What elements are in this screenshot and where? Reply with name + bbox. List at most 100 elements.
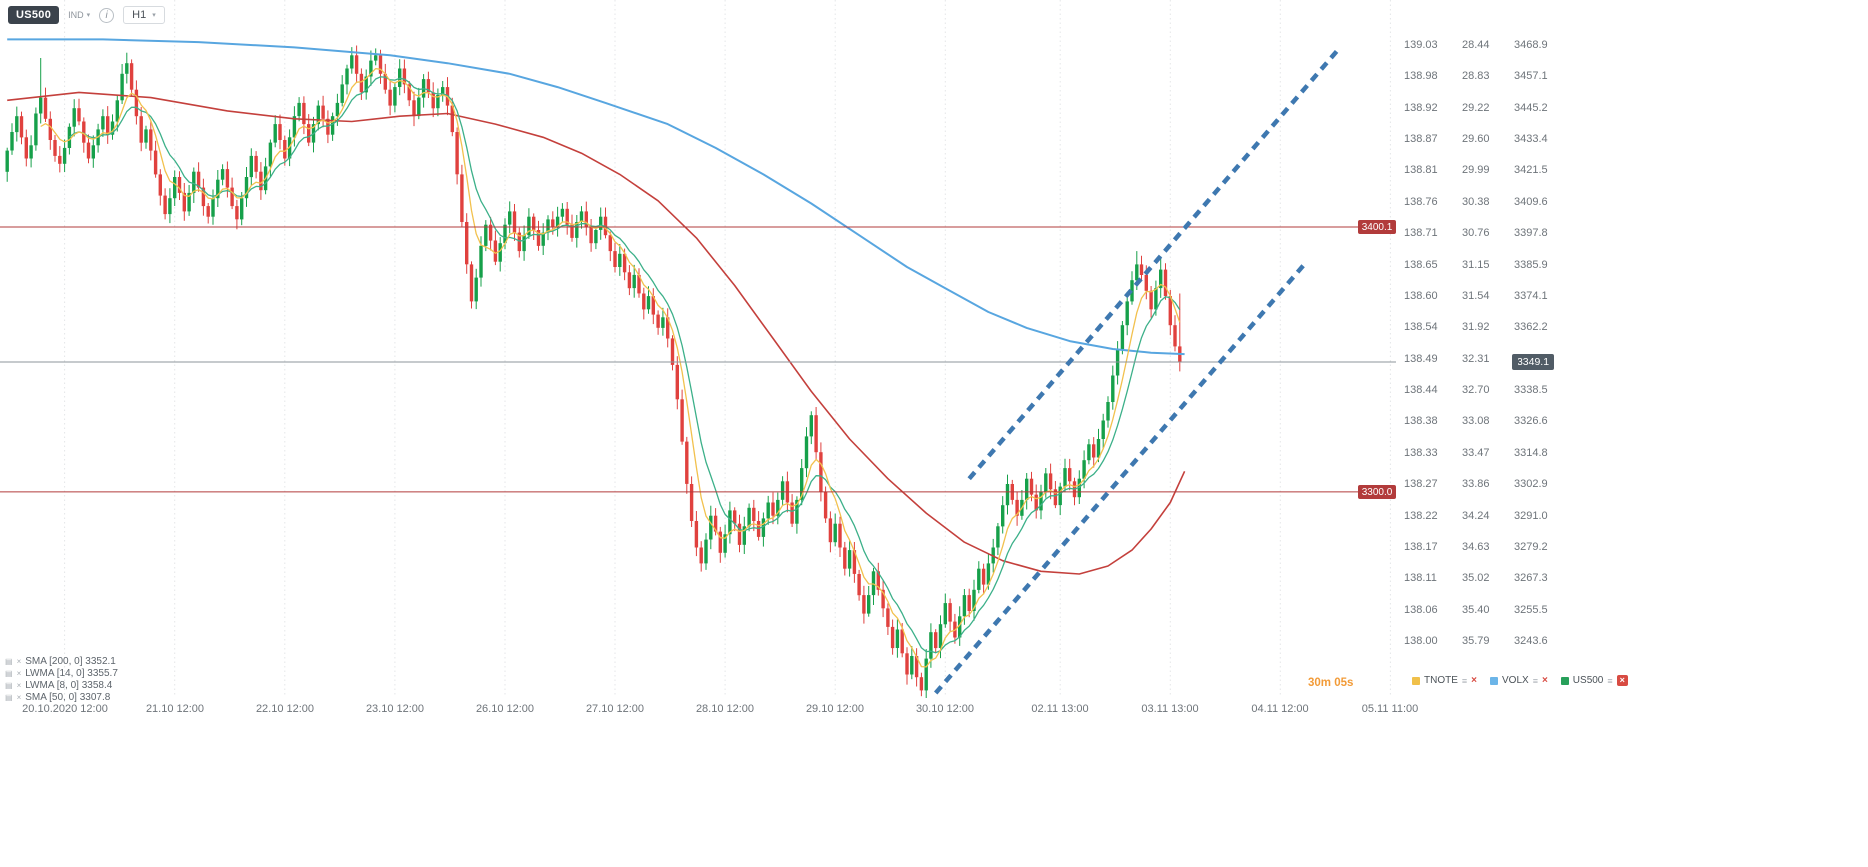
candle-body: [862, 595, 866, 614]
price-tick-volx: 28.83: [1462, 70, 1490, 82]
candle-body: [728, 510, 732, 535]
price-tick-volx: 35.02: [1462, 572, 1490, 584]
candle-body: [354, 55, 359, 74]
candle-body: [823, 491, 828, 519]
trendline[interactable]: [967, 48, 1340, 481]
candle-body: [192, 171, 196, 193]
trendline[interactable]: [933, 262, 1307, 695]
candle-body: [977, 568, 981, 590]
price-line-badge[interactable]: 3300.0: [1358, 485, 1396, 499]
candle-body: [374, 55, 378, 61]
price-scale[interactable]: 139.03 28.44 3468.9 138.98 28.83 3457.1 138.92…: [1402, 0, 1564, 700]
candle-body: [1106, 402, 1110, 421]
indicator-legend-row: ▤ × SMA [50, 0] 3307.8: [5, 692, 118, 703]
candle-body: [72, 108, 76, 127]
info-icon[interactable]: i: [99, 7, 115, 23]
instrument-remove-icon[interactable]: ×: [1616, 675, 1628, 686]
indicator-remove-icon[interactable]: ×: [16, 657, 22, 666]
time-axis-label: 26.10 12:00: [475, 703, 535, 715]
instrument-toggle-us500[interactable]: US500 ≡ ×: [1560, 675, 1628, 686]
candle-body: [694, 521, 699, 548]
candle-body: [938, 624, 943, 648]
instrument-remove-icon[interactable]: ×: [1471, 675, 1477, 686]
price-tick-volx: 33.47: [1462, 447, 1490, 459]
time-axis-label: 30.10 12:00: [915, 703, 975, 715]
candle-body: [867, 595, 871, 614]
price-tick-tnote: 138.00: [1404, 635, 1438, 647]
indicator-settings-icon[interactable]: ▤: [5, 681, 13, 690]
candle-body: [340, 84, 344, 103]
candle-body: [182, 192, 186, 212]
candle-body: [1149, 290, 1153, 310]
candle-body: [393, 87, 397, 106]
instrument-type-dropdown[interactable]: IND ▾: [68, 10, 90, 20]
indicator-settings-icon[interactable]: ▤: [5, 657, 13, 666]
candle-body: [402, 68, 407, 85]
candle-body: [709, 515, 713, 540]
price-tick-us500: 3362.2: [1514, 321, 1548, 333]
candle-body: [450, 105, 454, 133]
indicator-settings-icon[interactable]: ▤: [5, 693, 13, 702]
candle-body: [833, 523, 837, 543]
time-axis[interactable]: 20.10.2020 12:00 21.10 12:00 22.10 12:00 23…: [0, 703, 1430, 719]
candle-body: [828, 518, 833, 543]
candle-body: [886, 608, 890, 627]
candle-body: [1111, 375, 1115, 402]
price-tick-volx: 29.60: [1462, 133, 1490, 145]
instrument-settings-icon[interactable]: ≡: [1607, 675, 1613, 686]
candle-body: [58, 155, 62, 164]
instrument-settings-icon[interactable]: ≡: [1461, 675, 1468, 686]
instrument-toggle-tnote[interactable]: TNOTE ≡ ×: [1412, 675, 1477, 686]
candle-body: [163, 195, 167, 215]
candle-body: [689, 484, 694, 521]
candle-body: [465, 222, 469, 265]
candle-body: [914, 656, 919, 678]
candle-body: [106, 116, 110, 135]
candle-body: [967, 595, 971, 611]
candle-body: [1053, 489, 1058, 506]
chart-canvas[interactable]: [0, 0, 1400, 700]
timeframe-select[interactable]: H1 ▾: [123, 6, 165, 24]
candle-body: [565, 208, 569, 225]
candle-body: [996, 526, 1000, 548]
indicator-remove-icon[interactable]: ×: [16, 669, 22, 678]
price-line-badge[interactable]: 3400.1: [1358, 220, 1396, 234]
candle-body: [34, 113, 38, 146]
candle-body: [747, 507, 751, 527]
indicator-remove-icon[interactable]: ×: [16, 693, 22, 702]
candle-body: [804, 436, 809, 469]
candle-body: [876, 571, 880, 590]
chevron-down-icon: ▾: [86, 11, 91, 19]
candle-body: [350, 55, 354, 69]
candle-body: [1096, 439, 1101, 458]
symbol-badge[interactable]: US500: [8, 6, 60, 24]
price-tick-tnote: 138.27: [1404, 478, 1438, 490]
candle-body: [187, 192, 191, 212]
candle-body: [129, 63, 134, 90]
price-tick-us500: 3397.8: [1514, 227, 1548, 239]
candle-body: [273, 124, 277, 143]
instrument-remove-icon[interactable]: ×: [1541, 675, 1548, 686]
candle-body: [91, 145, 95, 159]
candle-body: [790, 502, 794, 524]
candle-body: [541, 232, 545, 246]
instrument-settings-icon[interactable]: ≡: [1532, 675, 1538, 686]
price-tick-us500: 3374.1: [1514, 290, 1548, 302]
indicator-remove-icon[interactable]: ×: [16, 681, 22, 690]
candle-body: [441, 87, 445, 95]
candle-body: [522, 235, 526, 252]
candle-body: [934, 632, 938, 649]
price-tick-volx: 28.44: [1462, 39, 1490, 51]
candle-body: [1058, 486, 1062, 506]
candle-body: [646, 296, 651, 310]
candle-body: [235, 206, 239, 220]
instrument-toggle-volx[interactable]: VOLX ≡ ×: [1490, 675, 1548, 686]
candle-body: [15, 116, 19, 133]
time-axis-label: 22.10 12:00: [255, 703, 315, 715]
indicator-settings-icon[interactable]: ▤: [5, 669, 13, 678]
candle-body: [383, 73, 387, 90]
price-tick-tnote: 138.60: [1404, 290, 1438, 302]
candle-body: [594, 230, 598, 244]
candle-body: [211, 198, 215, 217]
price-tick-tnote: 138.17: [1404, 541, 1438, 553]
